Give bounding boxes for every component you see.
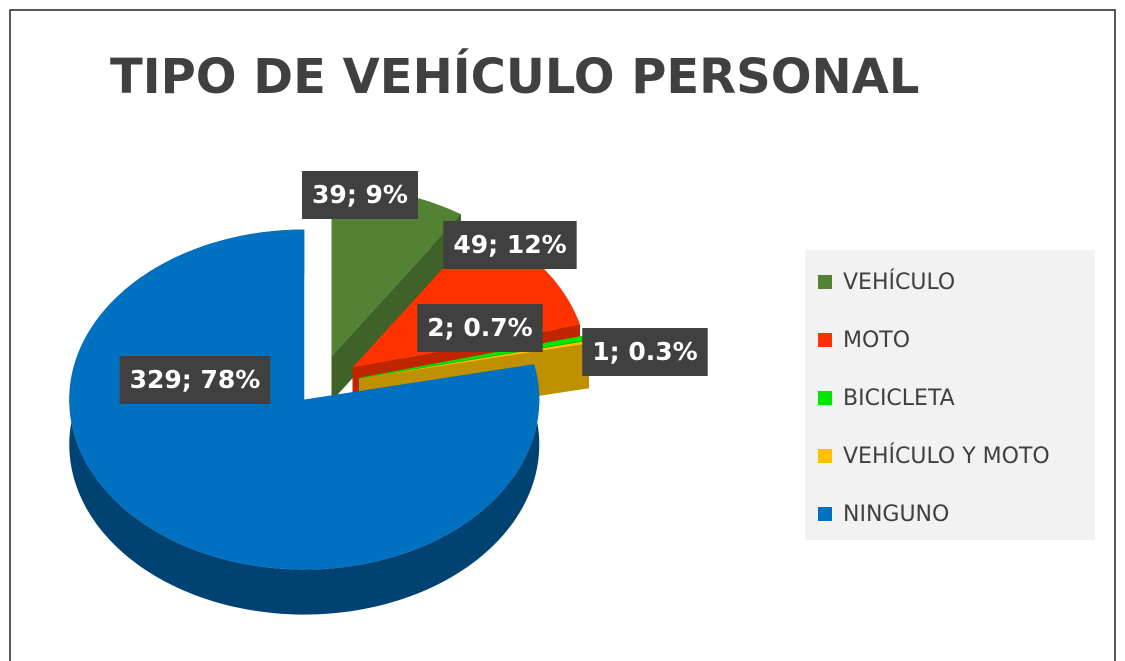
data-label: 2; 0.7% — [427, 313, 532, 342]
legend-box — [805, 250, 1095, 540]
data-label-box — [417, 304, 543, 352]
data-label-box — [119, 356, 271, 404]
slice-wall — [331, 214, 461, 402]
legend-swatch — [818, 507, 832, 521]
data-label-box — [302, 171, 418, 219]
data-label: 329; 78% — [130, 365, 261, 394]
legend-swatch — [818, 449, 832, 463]
data-label-box — [582, 328, 708, 376]
legend-swatch — [818, 333, 832, 347]
slice — [69, 229, 540, 570]
legend-label: NINGUNO — [843, 502, 949, 527]
legend-swatch — [818, 275, 832, 289]
data-label: 39; 9% — [312, 180, 408, 209]
legend-label: BICICLETA — [843, 386, 955, 411]
data-label-box — [443, 221, 577, 269]
chart-title: TIPO DE VEHÍCULO PERSONAL — [110, 48, 919, 105]
legend-swatch — [818, 391, 832, 405]
legend-label: VEHÍCULO — [843, 269, 955, 295]
legend-label: MOTO — [843, 328, 910, 353]
data-label: 49; 12% — [453, 230, 566, 259]
legend-label: VEHÍCULO Y MOTO — [843, 443, 1050, 469]
data-label: 1; 0.3% — [592, 337, 697, 366]
slice — [331, 186, 461, 357]
